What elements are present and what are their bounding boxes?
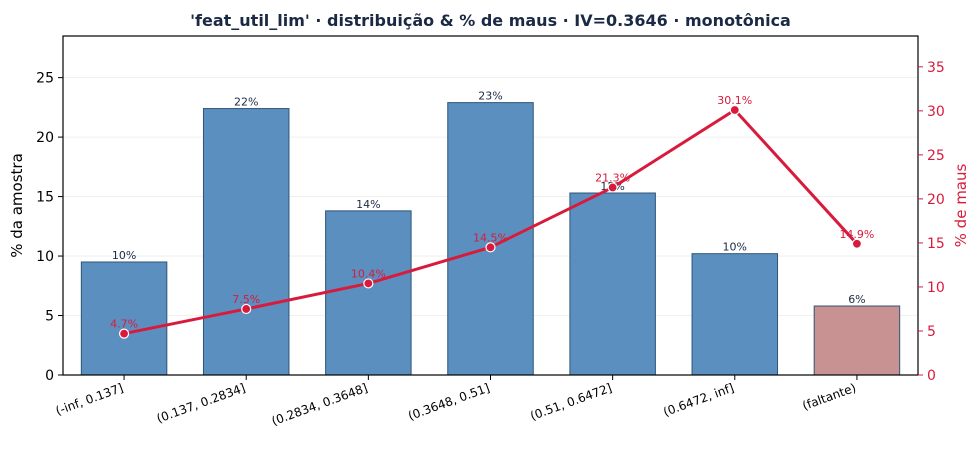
- y-tick-label: 10: [36, 249, 54, 265]
- x-tick-label: (0.2834, 0.3648]: [270, 381, 370, 429]
- bad-rate-point: [363, 278, 374, 289]
- bad-rate-point: [607, 182, 618, 193]
- x-tick-label: (-inf, 0.137]: [54, 381, 125, 418]
- bar: [691, 253, 779, 376]
- y2-tick-label: 20: [927, 192, 945, 208]
- bar: [569, 192, 656, 376]
- x-tick-label: (0.137, 0.2834]: [155, 381, 248, 426]
- y2-tick-label: 15: [927, 236, 945, 252]
- bad-rate-label: 14.9%: [839, 228, 874, 241]
- bar-label: 10%: [723, 241, 747, 254]
- bad-rate-point: [729, 104, 740, 116]
- y2-tick-label: 30: [927, 104, 945, 120]
- x-tick-label: (0.51, 0.6472]: [528, 381, 613, 423]
- bad-rate-label: 14.5%: [473, 231, 508, 244]
- y-tick-label: 20: [36, 130, 54, 146]
- bad-rate-label: 7.5%: [232, 293, 260, 306]
- bad-rate-point: [485, 242, 496, 253]
- bad-rate-label: 21.3%: [595, 171, 630, 184]
- bar: [813, 305, 901, 376]
- bad-rate-label: 4.7%: [110, 318, 138, 331]
- bar-label: 14%: [356, 198, 380, 211]
- y-tick-label: 15: [36, 190, 54, 206]
- y-tick-label: 5: [45, 309, 54, 325]
- bad-rate-label: 30.1%: [717, 94, 752, 107]
- y2-tick-label: 25: [927, 148, 945, 164]
- y-axis-label: % da amostra: [8, 153, 26, 258]
- chart-title: 'feat_util_lim' · distribuição & % de ma…: [190, 11, 791, 30]
- x-tick-label: (0.3648, 0.51]: [406, 381, 491, 423]
- x-tick-label: (faltante): [801, 381, 858, 413]
- y2-tick-label: 10: [927, 280, 945, 296]
- y2-tick-label: 0: [927, 368, 936, 384]
- x-tick-label: (0.6472, inf]: [661, 381, 735, 420]
- y2-tick-label: 5: [927, 324, 936, 340]
- y-tick-label: 0: [45, 368, 54, 384]
- bar-label: 22%: [234, 96, 258, 109]
- y2-axis-label: % de maus: [952, 163, 970, 247]
- bar: [202, 108, 290, 376]
- bad-rate-point: [241, 303, 252, 315]
- bar-label: 23%: [478, 90, 502, 103]
- y-tick-label: 25: [36, 71, 54, 87]
- bad-rate-point: [851, 238, 863, 249]
- bad-rate-point: [118, 328, 130, 339]
- bar: [325, 210, 412, 376]
- bad-rate-label: 10.4%: [351, 267, 386, 280]
- bar: [447, 102, 534, 376]
- bar-label: 10%: [112, 249, 136, 262]
- bar-label: 6%: [848, 293, 865, 306]
- y2-tick-label: 35: [927, 60, 945, 76]
